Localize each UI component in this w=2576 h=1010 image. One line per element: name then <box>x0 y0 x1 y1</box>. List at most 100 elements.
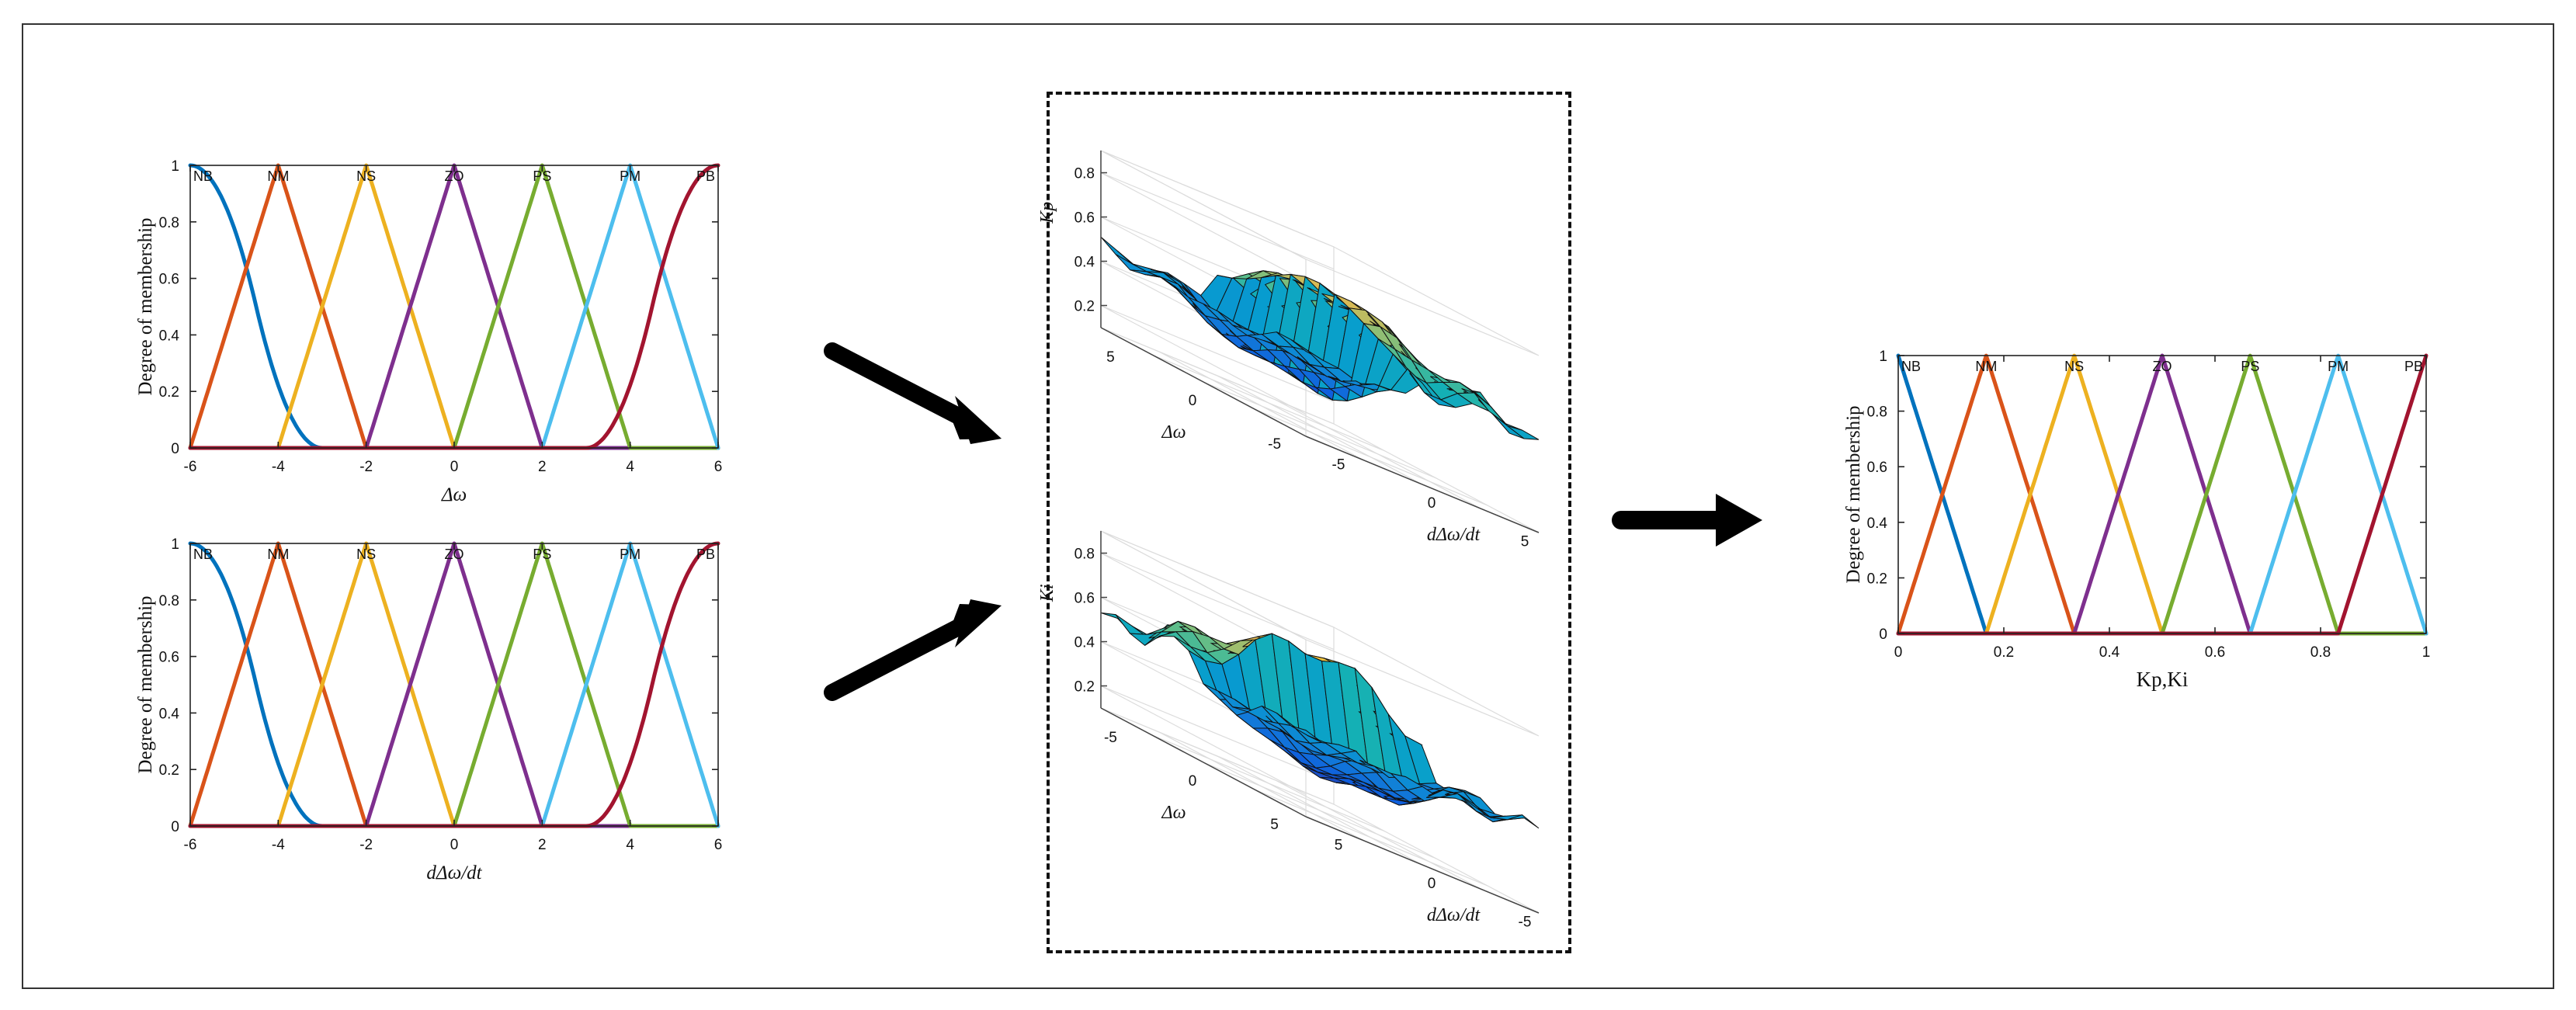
x-tick-label: 4 <box>626 459 634 475</box>
x-tick-label: 2 <box>538 459 547 475</box>
floor-grid-line <box>1203 381 1437 479</box>
y-tick-label: 0.4 <box>1867 515 1888 532</box>
x-tick-label: 0 <box>1189 393 1197 409</box>
axis-edge <box>1305 816 1540 914</box>
x-tick-label: 4 <box>626 837 634 853</box>
x-tick-label: 6 <box>714 459 723 475</box>
x-axis-label: Δω <box>441 484 467 505</box>
y-tick-label: 0.6 <box>1867 460 1887 476</box>
y-tick-label: 0.2 <box>159 384 179 401</box>
y-tick-label: 1 <box>1879 349 1887 365</box>
x-tick-label: 6 <box>714 837 723 853</box>
x-tick-label: 0 <box>1189 773 1197 790</box>
x-tick-label: 0 <box>1894 644 1903 661</box>
set-label-pb: PB <box>696 547 715 562</box>
y-axis-label: Degree of membership <box>135 595 156 773</box>
floor-grid-line <box>1333 423 1540 533</box>
x-tick-label: -5 <box>1104 730 1117 746</box>
x-tick-label: -6 <box>184 459 197 475</box>
z-tick-label: 0.2 <box>1074 299 1095 315</box>
x-tick-label: 2 <box>538 837 547 853</box>
set-label-ns: NS <box>356 547 376 562</box>
x-tick-label: -4 <box>272 837 285 853</box>
set-label-zo: ZO <box>2153 359 2172 374</box>
axis-edge <box>1100 327 1307 437</box>
y-tick-label: 0.8 <box>1867 404 1887 421</box>
plot-frame <box>1897 355 2427 634</box>
set-label-ps: PS <box>533 168 551 184</box>
x-tick-label: 1 <box>2422 644 2431 661</box>
x-tick-label: 0 <box>450 837 459 853</box>
y-tick-label: 0.8 <box>159 593 179 609</box>
set-label-ps: PS <box>2241 359 2259 374</box>
x-tick-label: 5 <box>1106 349 1115 366</box>
x-axis-label: Kp,Ki <box>2137 668 2189 691</box>
floor-grid-line <box>1333 803 1540 914</box>
figure-frame <box>22 23 2554 989</box>
set-label-zo: ZO <box>445 547 464 562</box>
x-tick-label: 0.2 <box>1994 644 2014 661</box>
y-tick-label: -5 <box>1519 915 1532 931</box>
top-grid-outline <box>1100 530 1540 737</box>
set-label-pb: PB <box>2404 359 2423 374</box>
x-tick-label: -6 <box>184 837 197 853</box>
y-tick-label: 0.2 <box>159 762 179 779</box>
x-tick-label: 5 <box>1270 817 1279 833</box>
arrow-surfaces-to-output <box>1612 494 1762 547</box>
x-tick-label: 0 <box>450 459 459 475</box>
y-axis-label: dΔω/dt <box>1427 525 1481 545</box>
x-tick-label: 0.4 <box>2099 644 2120 661</box>
floor-grid-line <box>1203 762 1437 859</box>
y-tick-label: 0.2 <box>1867 571 1887 587</box>
y-tick-label: 5 <box>1521 534 1529 550</box>
axis-edge <box>1305 436 1540 533</box>
y-tick-label: 0.8 <box>159 215 179 231</box>
surface-facet <box>1507 814 1540 829</box>
x-axis-label: Δω <box>1161 422 1186 443</box>
y-tick-label: 1 <box>171 536 179 553</box>
y-tick-label: 0 <box>1428 495 1436 512</box>
z-tick-label: 0.4 <box>1074 635 1095 651</box>
x-axis-label: dΔω/dt <box>426 862 482 883</box>
surface-facet <box>1507 425 1540 440</box>
y-tick-label: 0 <box>171 441 179 457</box>
y-tick-label: 0.6 <box>159 650 179 666</box>
z-tick-label: 0.4 <box>1074 255 1095 271</box>
set-label-ns: NS <box>2064 359 2084 374</box>
floor-grid-line <box>1100 707 1335 805</box>
y-tick-label: -5 <box>1332 456 1345 473</box>
x-tick-label: 0.8 <box>2310 644 2331 661</box>
floor-grid-line <box>1151 734 1386 832</box>
z-axis-label: Ki <box>1037 584 1057 602</box>
set-label-zo: ZO <box>445 168 464 184</box>
floor-grid-line <box>1275 779 1481 890</box>
floor-grid-line <box>1275 399 1481 509</box>
y-axis-label: dΔω/dt <box>1427 905 1481 925</box>
y-tick-label: 0 <box>1428 876 1436 892</box>
y-tick-label: 0 <box>171 819 179 835</box>
x-tick-label: -5 <box>1268 436 1281 453</box>
set-label-nb: NB <box>1901 359 1921 374</box>
z-tick-label: 0.8 <box>1074 166 1095 182</box>
x-axis-label: Δω <box>1161 803 1186 823</box>
set-label-pm: PM <box>2328 359 2349 374</box>
arrow-upper-to-surfaces <box>824 342 1002 444</box>
set-label-pm: PM <box>620 168 641 184</box>
axis-edge <box>1100 707 1307 817</box>
set-label-nm: NM <box>267 547 289 562</box>
y-tick-label: 1 <box>171 158 179 175</box>
x-tick-label: -2 <box>359 837 373 853</box>
z-tick-label: 0.2 <box>1074 679 1095 696</box>
y-tick-label: 0.4 <box>159 328 180 344</box>
y-axis-label: Degree of membership <box>135 217 156 395</box>
y-axis-label: Degree of membership <box>1843 405 1864 583</box>
y-tick-label: 0 <box>1879 626 1887 643</box>
set-label-nb: NB <box>193 547 213 562</box>
set-label-nm: NM <box>267 168 289 184</box>
set-label-nb: NB <box>193 168 213 184</box>
arrow-lower-to-surfaces <box>824 599 1002 701</box>
floor-grid-line <box>1151 354 1386 452</box>
